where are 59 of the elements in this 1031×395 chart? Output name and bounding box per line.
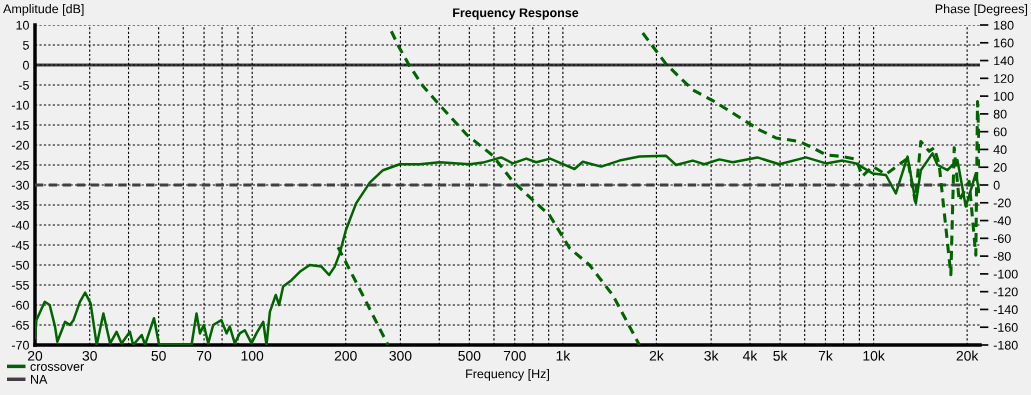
x-axis-title: Frequency [Hz] — [466, 369, 549, 381]
y2-tick-label: 0 — [993, 180, 1000, 190]
y-tick-label: -35 — [11, 200, 29, 210]
x-tick-label: 50 — [151, 350, 166, 361]
x-tick-label: 700 — [503, 350, 526, 361]
y2-axis-title: Phase [Degrees] — [935, 4, 1028, 16]
y2-tick-label: -120 — [993, 287, 1018, 297]
y-tick-label: -15 — [11, 120, 29, 130]
x-tick-label: 5k — [773, 350, 788, 361]
x-tick-label: 7k — [818, 350, 833, 361]
y2-tick-label: 60 — [993, 127, 1007, 137]
y2-tick-label: 20 — [993, 163, 1007, 172]
x-tick-label: 70 — [197, 350, 212, 361]
y-tick-label: -20 — [11, 140, 29, 150]
y2-tick-label: 160 — [994, 38, 1014, 48]
y2-tick-label: -160 — [993, 323, 1018, 332]
y2-tick-label: 180 — [994, 20, 1014, 30]
y-tick-label: -10 — [11, 100, 29, 110]
y2-tick-label: -60 — [993, 234, 1011, 243]
y2-tick-label: 40 — [993, 145, 1007, 155]
chart-title: Frequency Response — [453, 8, 579, 20]
x-tick-label: 2k — [649, 350, 664, 361]
y2-tick-label: 80 — [993, 109, 1007, 119]
x-tick-label: 10k — [863, 350, 885, 361]
x-tick-label: 300 — [389, 350, 412, 361]
y-tick-label: -40 — [11, 220, 29, 230]
x-tick-label: 200 — [334, 350, 357, 361]
y-tick-label: -25 — [11, 160, 29, 170]
y-axis-title: Amplitude [dB] — [3, 4, 84, 16]
y-tick-label: 5 — [22, 40, 29, 50]
x-tick-label: 500 — [458, 350, 481, 361]
x-tick-label: 4k — [742, 350, 758, 361]
x-tick-label: 20k — [956, 350, 979, 361]
x-tick-label: 20 — [27, 350, 43, 361]
y-tick-label: -65 — [11, 320, 29, 330]
x-tick-label: 100 — [241, 350, 264, 361]
y-tick-label: -45 — [11, 240, 29, 250]
y2-tick-label: -40 — [993, 216, 1011, 226]
y-tick-label: -55 — [11, 280, 29, 290]
x-tick-label: 1k — [556, 350, 571, 361]
y2-tick-label: 100 — [994, 91, 1014, 101]
y-tick-label: -5 — [18, 80, 29, 90]
y2-tick-label: 140 — [994, 56, 1014, 66]
y-tick-label: -30 — [11, 180, 29, 190]
y-tick-label: 0 — [22, 60, 29, 70]
x-tick-label: 30 — [82, 350, 97, 361]
y-tick-label: -60 — [11, 300, 29, 310]
y2-tick-label: -80 — [993, 251, 1011, 261]
x-tick-label: 3k — [704, 350, 719, 361]
y2-tick-label: -140 — [993, 305, 1018, 315]
y-tick-label: -50 — [11, 260, 29, 270]
legend-label: NA — [31, 375, 48, 384]
y2-tick-label: 120 — [994, 74, 1014, 83]
y2-tick-label: -100 — [993, 269, 1018, 279]
legend-label: crossover — [30, 364, 84, 371]
y-tick-label: -70 — [11, 340, 29, 350]
y2-tick-label: -180 — [993, 340, 1018, 350]
y2-tick-label: -20 — [993, 198, 1011, 208]
y-tick-label: 10 — [16, 20, 29, 30]
